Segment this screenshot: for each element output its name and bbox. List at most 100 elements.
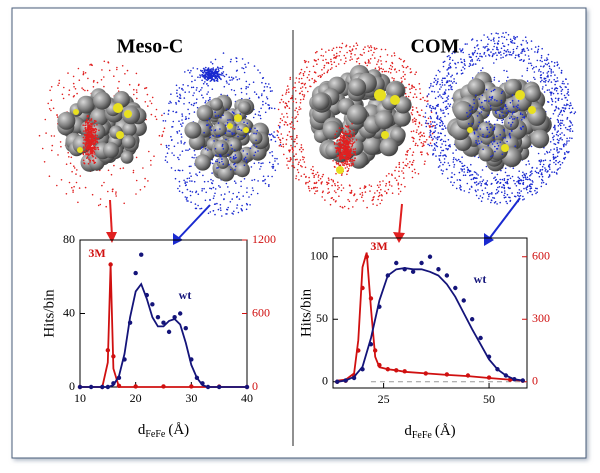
- density-dot: [322, 190, 324, 192]
- density-dot: [292, 150, 294, 152]
- density-dot: [257, 180, 259, 182]
- density-dot: [200, 89, 202, 91]
- density-dot: [167, 161, 169, 163]
- density-dot: [337, 155, 339, 157]
- data-point: [487, 375, 491, 379]
- density-dot: [286, 139, 288, 141]
- density-dot: [490, 99, 492, 101]
- density-dot: [440, 117, 442, 119]
- density-dot: [274, 137, 276, 139]
- density-dot: [435, 97, 437, 99]
- density-dot: [337, 139, 339, 141]
- density-dot: [287, 105, 289, 107]
- density-dot: [349, 160, 351, 162]
- density-dot: [416, 132, 418, 134]
- density-dot: [439, 158, 441, 160]
- density-dot: [178, 101, 180, 103]
- data-point: [394, 368, 398, 372]
- density-dot: [386, 192, 388, 194]
- density-dot: [496, 148, 498, 150]
- density-dot: [400, 191, 402, 193]
- density-dot: [558, 115, 560, 117]
- density-dot: [560, 87, 562, 89]
- density-dot: [389, 181, 391, 183]
- density-dot: [229, 191, 231, 193]
- data-point: [411, 270, 415, 274]
- density-dot: [553, 162, 555, 164]
- density-dot: [199, 77, 201, 79]
- density-dot: [177, 132, 179, 134]
- density-dot: [296, 135, 298, 137]
- density-dot: [424, 161, 426, 163]
- density-dot: [532, 194, 534, 196]
- density-dot: [83, 146, 85, 148]
- density-dot: [161, 115, 163, 117]
- density-dot: [499, 114, 501, 116]
- density-dot: [350, 152, 352, 154]
- atom: [195, 154, 211, 170]
- density-dot: [387, 54, 389, 56]
- density-dot: [544, 59, 546, 61]
- density-dot: [302, 159, 304, 161]
- density-dot: [550, 141, 552, 143]
- density-dot: [71, 187, 73, 189]
- density-dot: [343, 187, 345, 189]
- density-dot: [92, 194, 94, 196]
- density-dot: [487, 50, 489, 52]
- density-dot: [500, 54, 502, 56]
- density-dot: [300, 72, 302, 74]
- density-dot: [482, 149, 484, 151]
- density-dot: [301, 144, 303, 146]
- density-dot: [294, 110, 296, 112]
- density-dot: [315, 190, 317, 192]
- density-dot: [495, 52, 497, 54]
- density-dot: [483, 193, 485, 195]
- density-dot: [499, 186, 501, 188]
- density-dot: [546, 183, 548, 185]
- density-dot: [286, 158, 288, 160]
- density-dot: [560, 120, 562, 122]
- density-dot: [150, 160, 152, 162]
- density-dot: [209, 74, 211, 76]
- density-dot: [292, 162, 294, 164]
- y-axis-label: Hits/bin: [41, 289, 57, 338]
- density-dot: [195, 203, 197, 205]
- density-dot: [486, 46, 488, 48]
- density-dot: [494, 146, 496, 148]
- data-point: [106, 348, 110, 352]
- density-dot: [497, 33, 499, 35]
- density-dot: [567, 91, 569, 93]
- data-point: [453, 286, 457, 290]
- data-point: [343, 378, 347, 382]
- density-dot: [571, 138, 573, 140]
- density-dot: [429, 136, 431, 138]
- density-dot: [326, 182, 328, 184]
- density-dot: [56, 114, 58, 116]
- density-dot: [475, 172, 477, 174]
- density-dot: [442, 82, 444, 84]
- density-dot: [89, 126, 91, 128]
- density-dot: [302, 94, 304, 96]
- density-dot: [503, 53, 505, 55]
- density-dot: [464, 68, 466, 70]
- density-dot: [518, 196, 520, 198]
- density-dot: [527, 179, 529, 181]
- density-dot: [493, 37, 495, 39]
- density-dot: [73, 86, 75, 88]
- density-dot: [475, 94, 477, 96]
- density-dot: [447, 149, 449, 151]
- density-dot: [88, 148, 90, 150]
- density-dot: [553, 139, 555, 141]
- density-dot: [361, 54, 363, 56]
- density-dot: [234, 169, 236, 171]
- density-dot: [395, 166, 397, 168]
- density-dot: [557, 65, 559, 67]
- density-dot: [559, 138, 561, 140]
- density-dot: [547, 152, 549, 154]
- density-dot: [560, 164, 562, 166]
- density-dot: [221, 161, 223, 163]
- density-dot: [446, 69, 448, 71]
- data-point: [78, 385, 82, 389]
- density-dot: [219, 67, 221, 69]
- chart-title: Meso-C: [117, 36, 184, 58]
